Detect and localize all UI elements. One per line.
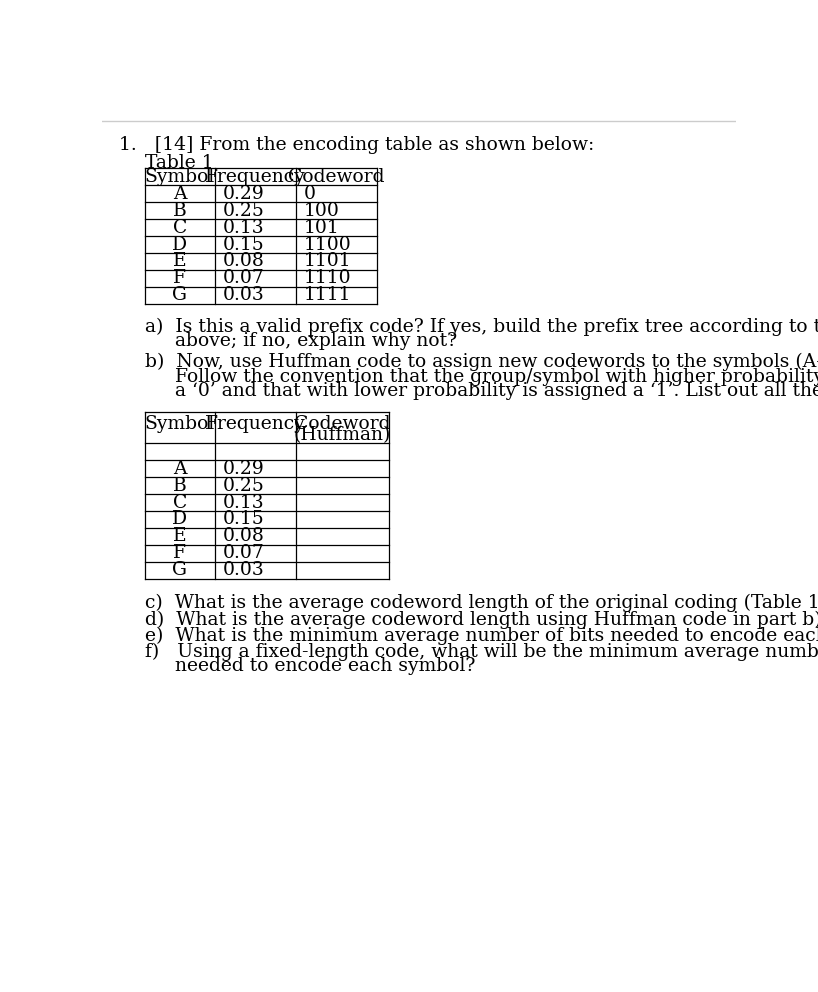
Text: 0.03: 0.03	[222, 561, 264, 579]
Text: G: G	[173, 561, 187, 579]
Text: 0.25: 0.25	[222, 201, 264, 219]
Text: 0.13: 0.13	[222, 493, 264, 512]
Text: F: F	[173, 545, 187, 562]
Text: 101: 101	[303, 218, 339, 237]
Text: B: B	[173, 476, 187, 495]
Text: Codeword: Codeword	[289, 168, 385, 186]
Text: 0.07: 0.07	[222, 270, 264, 288]
Text: Table 1: Table 1	[145, 155, 213, 173]
Text: 1110: 1110	[303, 270, 352, 288]
Text: Symbol: Symbol	[145, 415, 215, 434]
Text: G: G	[173, 287, 187, 305]
Text: 0.08: 0.08	[222, 253, 264, 271]
Text: E: E	[173, 253, 187, 271]
Text: b)  Now, use Huffman code to assign new codewords to the symbols (A-G) above.: b) Now, use Huffman code to assign new c…	[145, 353, 818, 371]
Text: above; if no, explain why not?: above; if no, explain why not?	[145, 332, 457, 350]
Text: (Huffman): (Huffman)	[294, 426, 391, 443]
Text: F: F	[173, 270, 187, 288]
Text: 0.29: 0.29	[222, 185, 264, 202]
Text: e)  What is the minimum average number of bits needed to encode each symbol?: e) What is the minimum average number of…	[145, 627, 818, 645]
Text: 0.29: 0.29	[222, 459, 264, 477]
Text: C: C	[173, 218, 187, 237]
Text: Frequency: Frequency	[205, 415, 306, 434]
Text: 1100: 1100	[303, 235, 352, 254]
Text: A: A	[173, 459, 187, 477]
Text: 1.   [14] From the encoding table as shown below:: 1. [14] From the encoding table as shown…	[119, 136, 595, 154]
Text: 1111: 1111	[303, 287, 351, 305]
Text: 0.07: 0.07	[222, 545, 264, 562]
Text: 0: 0	[303, 185, 316, 202]
Text: Symbol: Symbol	[145, 168, 215, 186]
Text: 100: 100	[303, 201, 339, 219]
Text: D: D	[172, 235, 187, 254]
Text: f)   Using a fixed-length code, what will be the minimum average number of bits: f) Using a fixed-length code, what will …	[145, 643, 818, 661]
Text: 0.25: 0.25	[222, 476, 264, 495]
Text: Codeword: Codeword	[294, 415, 391, 434]
Text: D: D	[172, 511, 187, 529]
Text: 0.08: 0.08	[222, 528, 264, 546]
Text: Frequency: Frequency	[205, 168, 306, 186]
Text: Follow the convention that the group/symbol with higher probability is assigned: Follow the convention that the group/sym…	[145, 368, 818, 386]
Text: 0.03: 0.03	[222, 287, 264, 305]
Text: d)  What is the average codeword length using Huffman code in part b)?: d) What is the average codeword length u…	[145, 610, 818, 629]
Text: c)  What is the average codeword length of the original coding (Table 1)?: c) What is the average codeword length o…	[145, 594, 818, 612]
Text: a)  Is this a valid prefix code? If yes, build the prefix tree according to the : a) Is this a valid prefix code? If yes, …	[145, 317, 818, 336]
Text: needed to encode each symbol?: needed to encode each symbol?	[145, 658, 475, 676]
Text: C: C	[173, 493, 187, 512]
Text: E: E	[173, 528, 187, 546]
Text: A: A	[173, 185, 187, 202]
Text: 0.15: 0.15	[222, 511, 264, 529]
Text: 0.15: 0.15	[222, 235, 264, 254]
Text: B: B	[173, 201, 187, 219]
Text: 0.13: 0.13	[222, 218, 264, 237]
Text: 1101: 1101	[303, 253, 352, 271]
Text: a ‘0’ and that with lower probability is assigned a ‘1’. List out all the codewo: a ‘0’ and that with lower probability is…	[145, 382, 818, 401]
